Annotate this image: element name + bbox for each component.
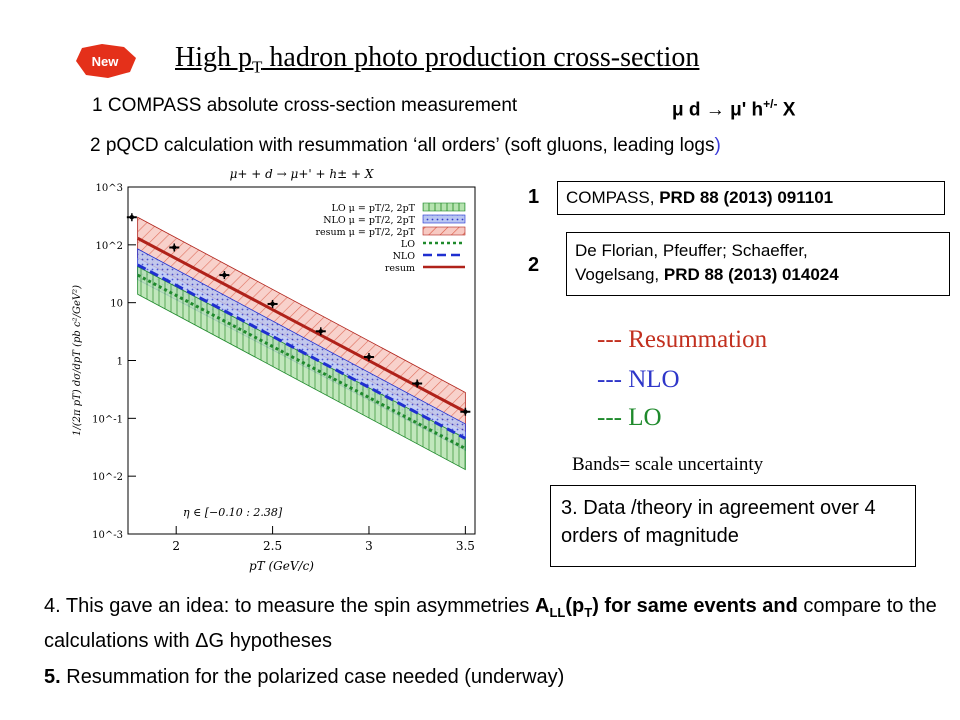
point-5-text: 5. Resummation for the polarized case ne… <box>44 666 565 688</box>
slide-title: High pT hadron photo production cross-se… <box>175 42 700 77</box>
ref-2-authors: Vogelsang, <box>575 265 664 284</box>
y-tick-label: 10^-1 <box>92 414 123 425</box>
y-tick-label: 10 <box>110 299 123 310</box>
point-4-text: 4. This gave an idea: to measure the spi… <box>44 595 937 652</box>
legend-swatch <box>422 202 466 212</box>
y-tick-label: 1 <box>117 357 123 368</box>
y-tick-label: 10^-2 <box>92 472 123 483</box>
legend-entry: LO <box>401 239 415 250</box>
curve-nlo <box>136 263 467 440</box>
x-tick-label: 3 <box>365 539 373 553</box>
data-point-marker <box>222 272 227 278</box>
legend-lo: --- LO <box>597 404 662 431</box>
ref-1-authors: COMPASS, <box>566 188 660 207</box>
legend-swatch <box>422 226 466 236</box>
ref-1-journal: PRD 88 (2013) 091101 <box>659 188 834 207</box>
eta-annotation: η ∈ [−0.10 : 2.38] <box>183 506 283 519</box>
legend-swatch <box>422 214 466 224</box>
x-axis-label: pT (GeV/c) <box>249 559 314 573</box>
new-badge-label: New <box>92 54 120 69</box>
data-point-marker <box>366 354 372 360</box>
legend-entry: resum <box>385 263 415 274</box>
new-badge-icon: New <box>76 44 136 78</box>
x-tick-label: 3.5 <box>456 539 475 553</box>
x-tick-label: 2 <box>172 539 180 553</box>
data-point-marker <box>414 381 420 386</box>
ref-1-box: COMPASS, PRD 88 (2013) 091101 <box>557 181 945 215</box>
legend-nlo: --- NLO <box>597 366 680 393</box>
bands-note: Bands= scale uncertainty <box>572 454 764 475</box>
point-3-box: 3. Data /theory in agreement over 4 orde… <box>550 485 916 567</box>
curve-resum <box>136 236 467 414</box>
plot-title: μ+ + d → μ+' + h± + X <box>230 167 374 181</box>
ref-2-number: 2 <box>528 254 540 276</box>
ref-2-box: De Florian, Pfeuffer; Schaeffer, Vogelsa… <box>566 232 950 296</box>
data-point-marker <box>318 329 323 334</box>
cross-section-plot: μ+ + d → μ+' + h± + X 2 2.5 3 3.5 10^-3 10^-2 1… <box>72 167 476 573</box>
ref-2-line-1: De Florian, Pfeuffer; Schaeffer, <box>575 241 808 260</box>
reaction-formula: μ d → μ' h+/- X <box>672 97 796 121</box>
y-tick-label: 10^2 <box>96 241 123 252</box>
ref-1-number: 1 <box>528 186 540 208</box>
data-point-marker <box>129 215 135 220</box>
x-tick-label: 2.5 <box>263 539 282 553</box>
y-axis-label: 1/(2π pT) dσ/dpT (pb c²/GeV²) <box>72 285 83 436</box>
legend-entry: NLO <box>393 251 416 262</box>
point-1-text: 1 COMPASS absolute cross-section measure… <box>92 95 518 116</box>
y-tick-label: 10^-3 <box>92 530 123 541</box>
legend-entry: NLO μ = pT/2, 2pT <box>323 215 415 226</box>
ref-2-journal: PRD 88 (2013) 014024 <box>663 265 839 284</box>
legend-entry: resum μ = pT/2, 2pT <box>315 227 415 238</box>
legend-entry: LO μ = pT/2, 2pT <box>332 203 416 214</box>
legend-resummation: --- Resummation <box>597 326 768 353</box>
y-tick-label: 10^3 <box>96 183 123 194</box>
data-point-marker <box>270 301 275 307</box>
curve-lo <box>136 273 467 450</box>
data-point-marker <box>172 245 177 250</box>
point-2-text: 2 pQCD calculation with resummation ‘all… <box>90 135 721 156</box>
data-point-marker <box>463 409 468 414</box>
